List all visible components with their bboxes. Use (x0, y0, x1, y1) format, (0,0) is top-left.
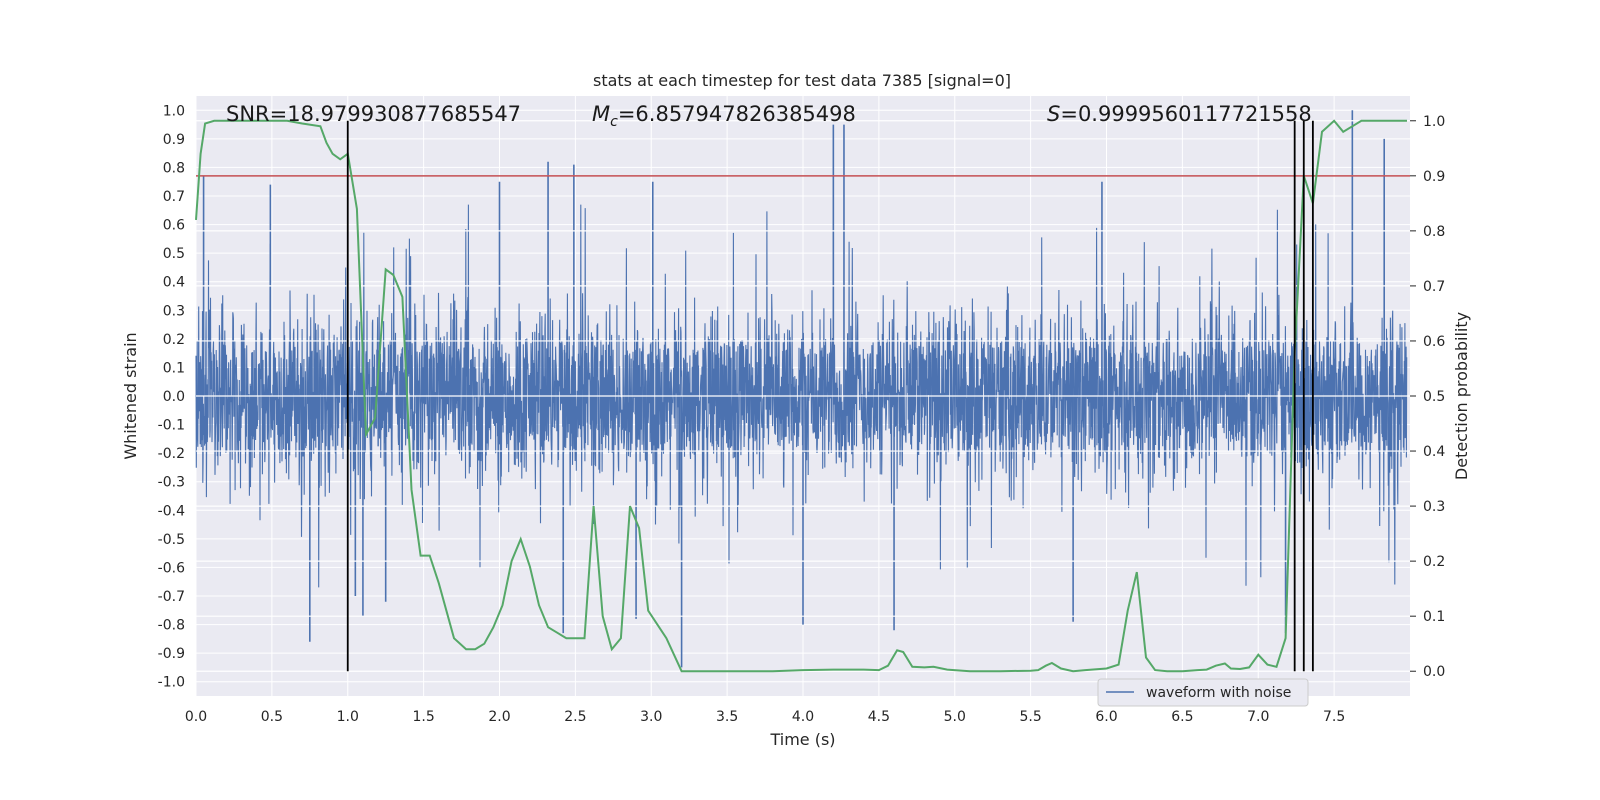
y-tick-label: 0.9 (163, 132, 185, 148)
y2-tick-label: 0.5 (1423, 389, 1445, 405)
x-tick-label: 2.5 (564, 709, 586, 725)
y-tick-label: 0.8 (163, 160, 185, 176)
x-tick-label: 0.0 (185, 709, 207, 725)
y-axis-label: Whitened strain (121, 332, 140, 459)
y-tick-label: 0.0 (163, 389, 185, 405)
x-axis-label: Time (s) (769, 730, 835, 749)
y2-tick-label: 0.4 (1423, 444, 1445, 460)
y-tick-label: -0.7 (158, 589, 185, 605)
x-tick-label: 5.0 (944, 709, 966, 725)
x-tick-label: 6.5 (1171, 709, 1193, 725)
y2-tick-label: 0.3 (1423, 499, 1445, 515)
y2-tick-label: 0.0 (1423, 664, 1445, 680)
waveform-line (195, 204, 1408, 588)
x-axis-ticks: 0.0 0.5 1.0 1.5 2.0 2.5 3.0 3.5 4.0 4.5 5.0 5.5 6.0 6… (185, 709, 1345, 725)
y2-tick-label: 0.9 (1423, 169, 1445, 185)
y-tick-label: -0.9 (158, 646, 185, 662)
y-tick-label: -0.3 (158, 475, 185, 491)
y-tick-label: -0.1 (158, 418, 185, 434)
y2-tick-label: 0.8 (1423, 224, 1445, 240)
waveform-series (195, 110, 1408, 668)
y-tick-label: -0.6 (158, 560, 185, 576)
y-tick-label: -0.8 (158, 618, 185, 634)
y2-tick-label: 0.6 (1423, 334, 1445, 350)
chart-title: stats at each timestep for test data 738… (593, 71, 1011, 90)
probability-series (195, 119, 1407, 673)
legend-box (1097, 678, 1309, 707)
snr-annotation: SNR=18.979930877685547 (226, 102, 521, 126)
y-tick-label: 0.1 (163, 360, 185, 376)
y-tick-label: 1.0 (163, 103, 185, 119)
x-tick-label: 0.5 (261, 709, 283, 725)
x-tick-label: 1.5 (412, 709, 434, 725)
y-tick-label: 0.4 (163, 275, 185, 291)
y-axis-ticks: 1.0 0.9 0.8 0.7 0.6 0.5 0.4 0.3 0.2 0.1 0.0 -0.1 -0.… (158, 103, 185, 690)
x-tick-label: 2.0 (488, 709, 510, 725)
y-tick-label: -1.0 (158, 675, 185, 691)
x-tick-label: 4.0 (792, 709, 814, 725)
mc-value: =6.857947826385498 (618, 102, 856, 126)
legend: waveform with noise (1097, 678, 1309, 707)
x-tick-label: 3.5 (716, 709, 738, 725)
y2-axis-label: Detection probability (1452, 312, 1471, 480)
y-tick-label: 0.5 (163, 246, 185, 262)
y-tick-label: -0.2 (158, 446, 185, 462)
x-tick-label: 1.0 (337, 709, 359, 725)
mc-annotation: Mc=6.857947826385498 (592, 102, 856, 130)
s-annotation: S=0.9999560117721558 (1047, 102, 1312, 126)
y-tick-label: 0.2 (163, 332, 185, 348)
vertical-markers (346, 120, 1314, 672)
y-tick-label: 0.3 (163, 303, 185, 319)
mc-subscript: c (610, 114, 618, 130)
y-tick-label: -0.4 (158, 503, 185, 519)
y2-tick-label: 0.2 (1423, 554, 1445, 570)
x-tick-label: 4.5 (868, 709, 890, 725)
x-tick-label: 7.0 (1247, 709, 1269, 725)
x-tick-label: 7.5 (1323, 709, 1345, 725)
probability-line (195, 119, 1407, 673)
y2-tick-label: 1.0 (1423, 114, 1445, 130)
y2-tick-label: 0.1 (1423, 609, 1445, 625)
y2-axis-ticks: 1.0 0.9 0.8 0.7 0.6 0.5 0.4 0.3 0.2 0.1 0.0 (1410, 114, 1445, 680)
y2-tick-label: 0.7 (1423, 279, 1445, 295)
y-tick-label: 0.6 (163, 218, 185, 234)
mc-symbol: M (592, 102, 610, 126)
x-tick-label: 5.5 (1019, 709, 1041, 725)
y-tick-label: -0.5 (158, 532, 185, 548)
x-tick-label: 6.0 (1095, 709, 1117, 725)
y-tick-label: 0.7 (163, 189, 185, 205)
legend-label-waveform: waveform with noise (1146, 685, 1291, 701)
s-value: =0.9999560117721558 (1060, 102, 1311, 126)
x-tick-label: 3.0 (640, 709, 662, 725)
s-symbol: S (1047, 102, 1060, 126)
